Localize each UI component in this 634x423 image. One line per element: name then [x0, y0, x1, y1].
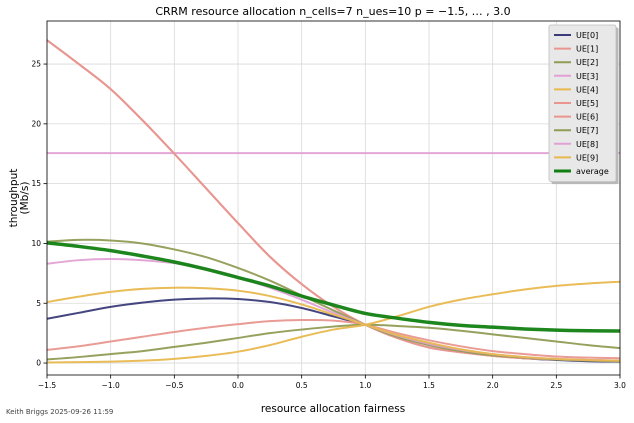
y-axis-ticks: 0 5 10 15 20 25	[31, 60, 47, 368]
legend-label: UE[8]	[576, 140, 598, 149]
y-tick-label: 10	[31, 239, 41, 248]
plot-background	[47, 21, 620, 375]
footer-credit: Keith Briggs 2025-09-26 11:59	[6, 408, 114, 416]
y-tick-label: 20	[31, 119, 41, 128]
y-axis-label-group: throughput (Mb/s)	[8, 169, 31, 228]
x-tick-label: −0.5	[165, 381, 183, 390]
legend-box	[548, 24, 617, 183]
legend-label: UE[0]	[576, 31, 598, 40]
legend-label: UE[6]	[576, 113, 598, 122]
x-tick-label: 0.5	[296, 381, 308, 390]
x-tick-label: −1.0	[102, 381, 120, 390]
y-tick-label: 5	[36, 299, 41, 308]
x-axis-label: resource allocation fairness	[261, 403, 405, 415]
x-tick-label: 3.0	[614, 381, 626, 390]
legend-label: average	[576, 167, 609, 176]
y-axis-label: throughput	[8, 169, 20, 228]
legend: UE[0] UE[1] UE[2] UE[3] UE[4] UE[5] UE[6] UE[7]…	[548, 24, 619, 185]
series-line-ue-4	[47, 280, 620, 364]
x-tick-label: 0.0	[232, 381, 244, 390]
legend-label: UE[1]	[576, 45, 598, 54]
y-tick-label: 25	[31, 60, 41, 69]
legend-label: UE[9]	[576, 153, 598, 162]
legend-label: UE[5]	[576, 99, 598, 108]
legend-label: UE[7]	[576, 126, 598, 135]
chart-title: CRRM resource allocation n_cells=7 n_ues…	[155, 5, 510, 18]
y-tick-label: 0	[36, 359, 41, 368]
y-tick-label: 15	[31, 179, 41, 188]
x-axis-ticks: −1.5 −1.0 −0.5 0.0 0.5 1.0 1.5 2.0 2.5 3.0	[38, 375, 626, 390]
y-axis-unit: (Mb/s)	[19, 182, 31, 215]
x-tick-label: 1.5	[423, 381, 435, 390]
x-tick-label: 2.0	[487, 381, 499, 390]
series-line-ue-9	[47, 286, 620, 362]
x-tick-label: 2.5	[550, 381, 562, 390]
legend-label: UE[2]	[576, 58, 598, 67]
x-tick-label: −1.5	[38, 381, 56, 390]
series-line-ue-1	[47, 318, 620, 360]
plot-frame	[46, 20, 621, 376]
legend-label: UE[4]	[576, 85, 598, 94]
legend-label: UE[3]	[576, 72, 598, 81]
series-line-average	[47, 241, 620, 333]
x-tick-label: 1.0	[359, 381, 371, 390]
series-line-ue-2	[47, 323, 620, 361]
series-layer	[47, 39, 620, 364]
